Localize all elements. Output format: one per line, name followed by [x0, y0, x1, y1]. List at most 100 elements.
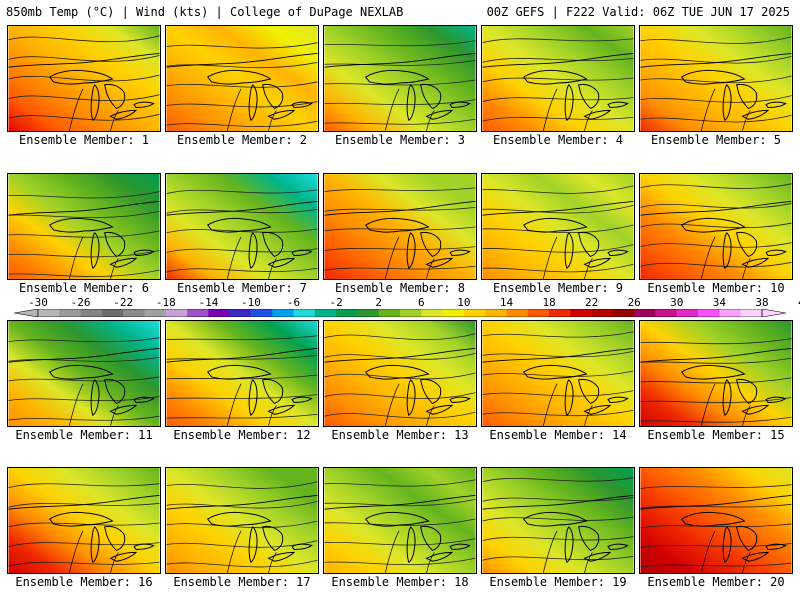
ensemble-member-label: Ensemble Member: 4	[492, 133, 624, 147]
ensemble-panel: Ensemble Member: 14	[481, 320, 635, 449]
ensemble-panel: Ensemble Member: 4	[481, 25, 635, 154]
colorbar-swatch	[591, 309, 614, 317]
colorbar-swatch	[314, 309, 337, 317]
temperature-map	[481, 467, 635, 574]
colorbar-tick-label: 38	[755, 296, 769, 309]
ensemble-panel: Ensemble Member: 7	[165, 173, 319, 302]
ensemble-member-label: Ensemble Member: 16	[15, 575, 153, 589]
ensemble-panel: Ensemble Member: 16	[7, 467, 161, 596]
ensemble-member-label: Ensemble Member: 3	[334, 133, 466, 147]
ensemble-member-label: Ensemble Member: 13	[331, 428, 469, 442]
ensemble-member-label: Ensemble Member: 18	[331, 575, 469, 589]
ensemble-member-label: Ensemble Member: 15	[647, 428, 785, 442]
ensemble-member-label: Ensemble Member: 10	[647, 281, 785, 295]
ensemble-panel: Ensemble Member: 18	[323, 467, 477, 596]
temperature-map	[323, 25, 477, 132]
temperature-map	[481, 320, 635, 427]
colorbar-tick-label: 42	[798, 297, 800, 308]
colorbar-tick-label: -6	[286, 296, 301, 309]
ensemble-member-label: Ensemble Member: 5	[650, 133, 782, 147]
colorbar-swatch	[549, 309, 571, 317]
ensemble-panel: Ensemble Member: 9	[481, 173, 635, 302]
header-title-right: 00Z GEFS | F222 Valid: 06Z TUE JUN 17 20…	[486, 5, 790, 19]
colorbar-tick-label: 18	[542, 296, 556, 309]
temperature-map	[165, 467, 319, 574]
colorbar-swatch	[485, 309, 507, 317]
colorbar-swatch	[442, 309, 465, 317]
colorbar-swatch	[336, 309, 358, 317]
colorbar-tick-label: 22	[584, 296, 599, 309]
ensemble-panel: Ensemble Member: 1	[7, 25, 161, 154]
ensemble-member-label: Ensemble Member: 6	[18, 281, 150, 295]
colorbar-swatch	[293, 309, 316, 317]
colorbar-swatch	[38, 309, 60, 317]
temperature-map	[323, 467, 477, 574]
temperature-map	[639, 173, 793, 280]
ensemble-member-label: Ensemble Member: 2	[176, 133, 308, 147]
colorbar-swatch	[506, 309, 529, 317]
temperature-map	[7, 25, 161, 132]
colorbar-tick-label: 6	[417, 296, 425, 309]
temperature-map	[7, 320, 161, 427]
colorbar-swatch	[698, 309, 720, 317]
temperature-map	[639, 320, 793, 427]
ensemble-member-label: Ensemble Member: 9	[492, 281, 624, 295]
colorbar-swatch	[634, 309, 656, 317]
colorbar-tick-label: -10	[240, 296, 261, 309]
colorbar-swatch	[59, 309, 81, 317]
temperature-map	[639, 25, 793, 132]
ensemble-panel: Ensemble Member: 17	[165, 467, 319, 596]
temperature-map	[481, 173, 635, 280]
colorbar-low-arrow	[14, 309, 39, 317]
colorbar-swatch	[144, 309, 167, 317]
ensemble-member-label: Ensemble Member: 19	[489, 575, 627, 589]
temperature-map	[323, 173, 477, 280]
colorbar-tick-label: -30	[28, 296, 48, 309]
colorbar-tick-labels: -30 -26 -22 -18 -14 -10 -6 -2 2 6 10 14 18 22 26 30 34 38…	[14, 296, 800, 309]
ensemble-panel: Ensemble Member: 6	[7, 173, 161, 302]
colorbar-tick-label: -22	[113, 296, 134, 309]
ensemble-panel: Ensemble Member: 2	[165, 25, 319, 154]
colorbar-scale	[14, 309, 786, 317]
colorbar-swatch	[357, 309, 379, 317]
ensemble-member-label: Ensemble Member: 8	[334, 281, 466, 295]
temperature-map	[323, 320, 477, 427]
colorbar-swatch	[676, 309, 699, 317]
colorbar-swatch	[187, 309, 209, 317]
ensemble-panel: Ensemble Member: 8	[323, 173, 477, 302]
ensemble-panel: Ensemble Member: 19	[481, 467, 635, 596]
colorbar-swatch	[421, 309, 443, 317]
ensemble-member-label: Ensemble Member: 7	[176, 281, 308, 295]
ensemble-member-label: Ensemble Member: 12	[173, 428, 311, 442]
ensemble-member-label: Ensemble Member: 17	[173, 575, 311, 589]
colorbar-swatch	[229, 309, 252, 317]
temperature-map	[165, 25, 319, 132]
temperature-map	[7, 173, 161, 280]
colorbar-swatch	[101, 309, 124, 317]
ensemble-panel: Ensemble Member: 20	[639, 467, 793, 596]
ensemble-member-label: Ensemble Member: 11	[15, 428, 153, 442]
colorbar-swatch	[740, 309, 763, 317]
colorbar-swatch	[463, 309, 486, 317]
colorbar-swatch	[80, 309, 103, 317]
colorbar-swatch	[527, 309, 550, 317]
temperature-map	[7, 467, 161, 574]
colorbar-tick-label: -26	[70, 296, 91, 309]
ensemble-panel: Ensemble Member: 11	[7, 320, 161, 449]
ensemble-panel: Ensemble Member: 15	[639, 320, 793, 449]
ensemble-member-label: Ensemble Member: 20	[647, 575, 785, 589]
colorbar-tick-label: -2	[329, 296, 343, 309]
colorbar-swatch	[272, 309, 294, 317]
colorbar-tick-label: 2	[375, 296, 382, 309]
temperature-map	[165, 320, 319, 427]
colorbar-swatch	[123, 309, 145, 317]
colorbar-swatch	[250, 309, 273, 317]
ensemble-member-label: Ensemble Member: 14	[489, 428, 627, 442]
colorbar-swatch	[378, 309, 401, 317]
colorbar-tick-label: 14	[499, 296, 514, 309]
ensemble-panel: Ensemble Member: 5	[639, 25, 793, 154]
ensemble-panel: Ensemble Member: 3	[323, 25, 477, 154]
temperature-map	[639, 467, 793, 574]
colorbar-tick-label: 30	[670, 296, 684, 309]
header-title-left: 850mb Temp (°C) | Wind (kts) | College o…	[6, 5, 404, 19]
